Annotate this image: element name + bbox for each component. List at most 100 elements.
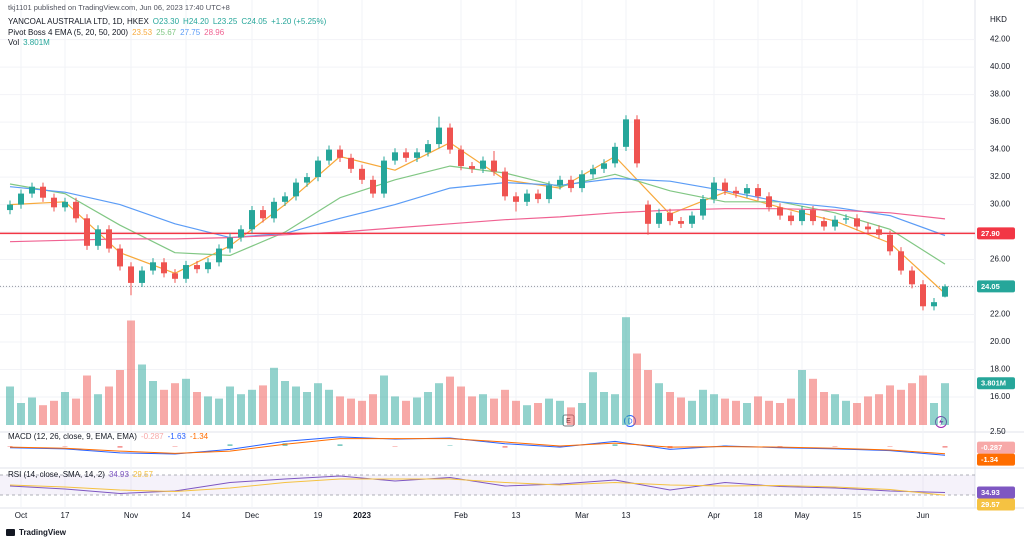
volume-bar	[941, 383, 949, 425]
volume-bar	[270, 367, 278, 425]
y-tick-label: 26.00	[990, 255, 1011, 264]
volume-bar	[358, 400, 366, 425]
y-tick-label: 22.00	[990, 310, 1011, 319]
volume-bar	[479, 394, 487, 425]
volume-bar	[655, 383, 663, 425]
candle-body	[128, 266, 134, 283]
volume-bar	[39, 405, 47, 425]
volume-bar	[391, 396, 399, 425]
x-tick-label: 2023	[353, 511, 371, 520]
y-tick-label: 20.00	[990, 337, 1011, 346]
ema-title: Pivot Boss 4 EMA (5, 20, 50, 200)	[8, 28, 128, 37]
y-tick-label: 34.00	[990, 145, 1011, 154]
volume-bar	[336, 396, 344, 425]
candle-body	[40, 186, 46, 198]
x-tick-label: 18	[754, 511, 763, 520]
volume-bar	[886, 385, 894, 425]
volume-bar	[644, 370, 652, 425]
macd-histogram-bar	[832, 446, 838, 447]
volume-bar	[919, 375, 927, 425]
candle-body	[62, 201, 68, 208]
volume-bar	[446, 376, 454, 425]
candle-body	[139, 270, 145, 283]
candle-body	[293, 182, 299, 197]
candle-body	[304, 177, 310, 183]
currency: HKD	[990, 15, 1007, 24]
candle-body	[260, 210, 266, 219]
x-tick-label: 15	[853, 511, 862, 520]
volume-bar	[732, 400, 740, 425]
rsi-ma-label-box	[977, 498, 1015, 511]
candle-body	[348, 157, 354, 169]
volume-bar	[820, 392, 828, 425]
candle-body	[249, 210, 255, 230]
volume-bar	[314, 383, 322, 425]
candle-body	[700, 199, 706, 216]
symbol: YANCOAL AUSTRALIA LTD, 1D, HKEX	[8, 17, 149, 26]
candle-body	[337, 149, 343, 158]
ohlc-value: +1.20 (+5.25%)	[271, 17, 326, 26]
volume-bar	[534, 403, 542, 425]
candle-body	[645, 204, 651, 224]
macd-histogram-bar	[227, 444, 233, 446]
candle-body	[744, 188, 750, 194]
y-tick-label: 40.00	[990, 62, 1011, 71]
macd-histogram-bar	[942, 446, 948, 448]
last-price-label: 24.05	[981, 282, 1000, 291]
candle-body	[821, 221, 827, 227]
candle-body	[84, 218, 90, 246]
volume-bar	[116, 370, 124, 425]
volume-bar	[501, 389, 509, 425]
candle-body	[876, 229, 882, 235]
candle-body	[931, 302, 937, 307]
footer-logo	[6, 529, 15, 536]
ohlc-value: C24.05	[241, 17, 267, 26]
ohlc-value: L23.25	[213, 17, 238, 26]
candle-body	[238, 229, 244, 238]
volume-bar	[787, 398, 795, 425]
volume-bar	[567, 407, 575, 425]
candle-body	[524, 193, 530, 202]
volume-bar	[204, 396, 212, 425]
volume-bar	[710, 394, 718, 425]
volume-bar	[897, 389, 905, 425]
volume-bar	[424, 392, 432, 425]
macd-histogram-bar	[7, 446, 13, 447]
volume-bar	[105, 386, 113, 425]
rsi-label: 34.93	[981, 488, 1000, 497]
x-tick-label: 17	[61, 511, 70, 520]
candle-body	[414, 152, 420, 158]
volume-bar	[523, 405, 531, 425]
ema-value: 28.96	[204, 28, 225, 37]
macd-histogram-bar	[777, 446, 783, 447]
volume-bar	[842, 400, 850, 425]
rsi-ma-label: 29.57	[981, 500, 1000, 509]
candle-body	[865, 226, 871, 230]
volume-bar	[6, 386, 14, 425]
volume-bar	[490, 398, 498, 425]
volume-bar	[611, 394, 619, 425]
candle-body	[722, 182, 728, 191]
candle-body	[590, 168, 596, 175]
volume-bar	[864, 396, 872, 425]
volume-bar	[281, 381, 289, 425]
ema-line	[9, 165, 946, 265]
volume-bar	[61, 392, 69, 425]
candle-body	[942, 286, 948, 297]
y-tick-label: 18.00	[990, 365, 1011, 374]
ema-value: 27.75	[180, 28, 201, 37]
candle-body	[51, 197, 57, 208]
candle-body	[425, 144, 431, 153]
candle-body	[216, 248, 222, 263]
volume-bar	[589, 372, 597, 425]
candle-body	[491, 160, 497, 172]
volume-bar	[347, 398, 355, 425]
volume-bar	[765, 400, 773, 425]
rsi-band	[0, 475, 975, 495]
macd-histogram-bar	[172, 446, 178, 447]
ema-value: 25.67	[156, 28, 177, 37]
candle-body	[326, 149, 332, 161]
macd-line	[9, 436, 946, 456]
candle-body	[733, 190, 739, 194]
